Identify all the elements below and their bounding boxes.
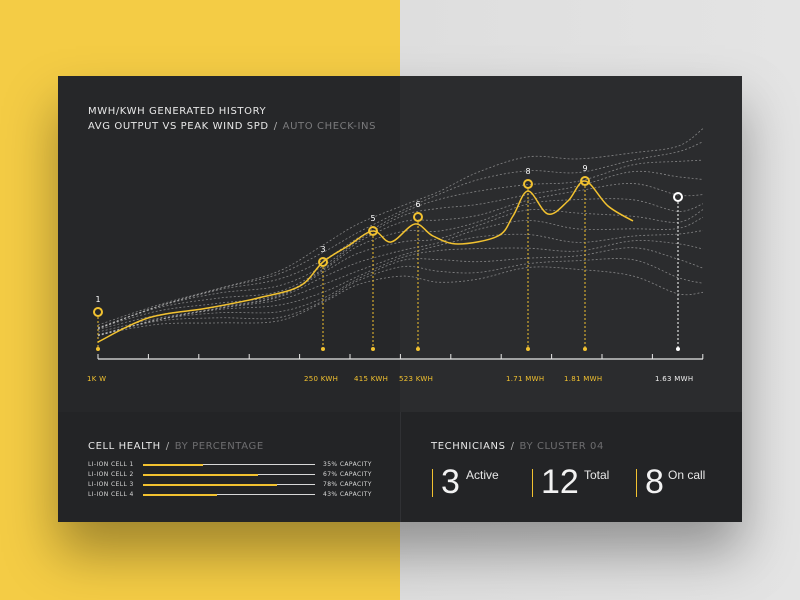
tech-stat-rule <box>532 469 533 497</box>
marker-base-dot <box>676 347 680 351</box>
background-wave-line <box>97 170 704 330</box>
tech-stat-rule <box>432 469 433 497</box>
tech-stat-value: 12 <box>541 463 579 501</box>
marker-base-dot <box>321 347 325 351</box>
marker-ring <box>93 307 103 317</box>
marker-number: 9 <box>582 164 587 173</box>
cell-row: LI-ION CELL 2 67% CAPACITY <box>88 470 388 480</box>
cell-capacity: 35% CAPACITY <box>323 461 372 468</box>
background-wave-line <box>97 128 704 326</box>
cell-health-separator: / <box>165 441 170 452</box>
background-wave-line <box>97 266 704 336</box>
marker-ring <box>413 212 423 222</box>
title-separator: / <box>273 121 278 132</box>
marker-ring <box>523 179 533 189</box>
cell-bar-fill <box>143 463 204 466</box>
cell-name: LI-ION CELL 1 <box>88 461 134 468</box>
technicians-subtitle: BY CLUSTER 04 <box>519 441 604 452</box>
highlight-series-line <box>97 180 634 343</box>
cell-bar <box>143 473 315 476</box>
marker-ring <box>318 257 328 267</box>
marker-base-dot <box>526 347 530 351</box>
cell-bar-fill <box>143 473 259 476</box>
chart-title-line1: MWH/KWH GENERATED HISTORY <box>88 106 267 117</box>
chart-title: MWH/KWH GENERATED HISTORY AVG OUTPUT VS … <box>88 104 376 134</box>
marker-number: 3 <box>320 245 325 254</box>
marker-base-dot <box>96 347 100 351</box>
tech-stat-label: On call <box>668 468 706 482</box>
technicians-heading: TECHNICIANS / BY CLUSTER 04 <box>431 441 604 452</box>
background-wave-line <box>97 198 704 329</box>
marker-ring <box>580 176 590 186</box>
background-wave-line <box>97 183 704 329</box>
marker-value-label: 250 KWH <box>304 375 338 383</box>
marker-base-dot <box>416 347 420 351</box>
cell-row: LI-ION CELL 4 43% CAPACITY <box>88 490 388 500</box>
cell-health-title: CELL HEALTH <box>88 441 161 452</box>
cell-health-subtitle: BY PERCENTAGE <box>174 441 264 452</box>
cell-bar-fill <box>143 483 278 486</box>
cell-bar <box>143 463 315 466</box>
cell-bar <box>143 483 315 486</box>
marker-value-label: 415 KWH <box>354 375 388 383</box>
dashboard-panel: MWH/KWH GENERATED HISTORY AVG OUTPUT VS … <box>58 76 742 522</box>
marker-base-dot <box>371 347 375 351</box>
cell-name: LI-ION CELL 2 <box>88 471 134 478</box>
cell-name: LI-ION CELL 3 <box>88 481 134 488</box>
marker-ring <box>673 192 683 202</box>
tech-stat-value: 8 <box>645 463 664 501</box>
background-wave-line <box>97 141 704 328</box>
cell-bar-fill <box>143 493 217 496</box>
marker-value-label: 1.81 MWH <box>564 375 602 383</box>
marker-number: 5 <box>370 214 375 223</box>
cell-capacity: 67% CAPACITY <box>323 471 372 478</box>
marker-value-label: 1.63 MWH <box>655 375 693 383</box>
tech-stat-rule <box>636 469 637 497</box>
marker-base-dot <box>583 347 587 351</box>
cell-capacity: 78% CAPACITY <box>323 481 372 488</box>
cell-health-heading: CELL HEALTH / BY PERCENTAGE <box>88 441 264 452</box>
tech-stat-label: Active <box>466 468 499 482</box>
marker-value-label: 1.71 MWH <box>506 375 544 383</box>
background-wave-line <box>97 240 704 337</box>
cell-row: LI-ION CELL 3 78% CAPACITY <box>88 480 388 490</box>
cell-bar <box>143 493 315 496</box>
background-wave-line <box>97 247 704 337</box>
marker-number: 8 <box>525 167 530 176</box>
background-wave-line <box>97 159 704 330</box>
chart-title-suffix: AUTO CHECK-INS <box>282 121 377 132</box>
background-wave-line <box>97 230 704 335</box>
marker-number: 6 <box>415 200 420 209</box>
tech-stat-label: Total <box>584 468 610 482</box>
cell-row: LI-ION CELL 1 35% CAPACITY <box>88 460 388 470</box>
chart-title-main: AVG OUTPUT VS PEAK WIND SPD <box>88 121 269 132</box>
marker-value-label: 523 KWH <box>399 375 433 383</box>
technicians-separator: / <box>510 441 515 452</box>
background-wave-line <box>97 258 704 336</box>
section-divider <box>400 412 401 522</box>
chart-title-line2: AVG OUTPUT VS PEAK WIND SPD / AUTO CHECK-I… <box>88 119 376 134</box>
cell-capacity: 43% CAPACITY <box>323 491 372 498</box>
marker-ring <box>368 226 378 236</box>
marker-value-label: 1K W <box>87 375 106 383</box>
marker-number: 1 <box>95 295 100 304</box>
wave-chart: 1 1K W 3 250 KWH 5 415 KWH 6 523 KWH 8 1.71 MWH 9 1… <box>87 128 704 383</box>
technicians-title: TECHNICIANS <box>431 441 506 452</box>
cell-name: LI-ION CELL 4 <box>88 491 134 498</box>
tech-stat-value: 3 <box>441 463 460 501</box>
